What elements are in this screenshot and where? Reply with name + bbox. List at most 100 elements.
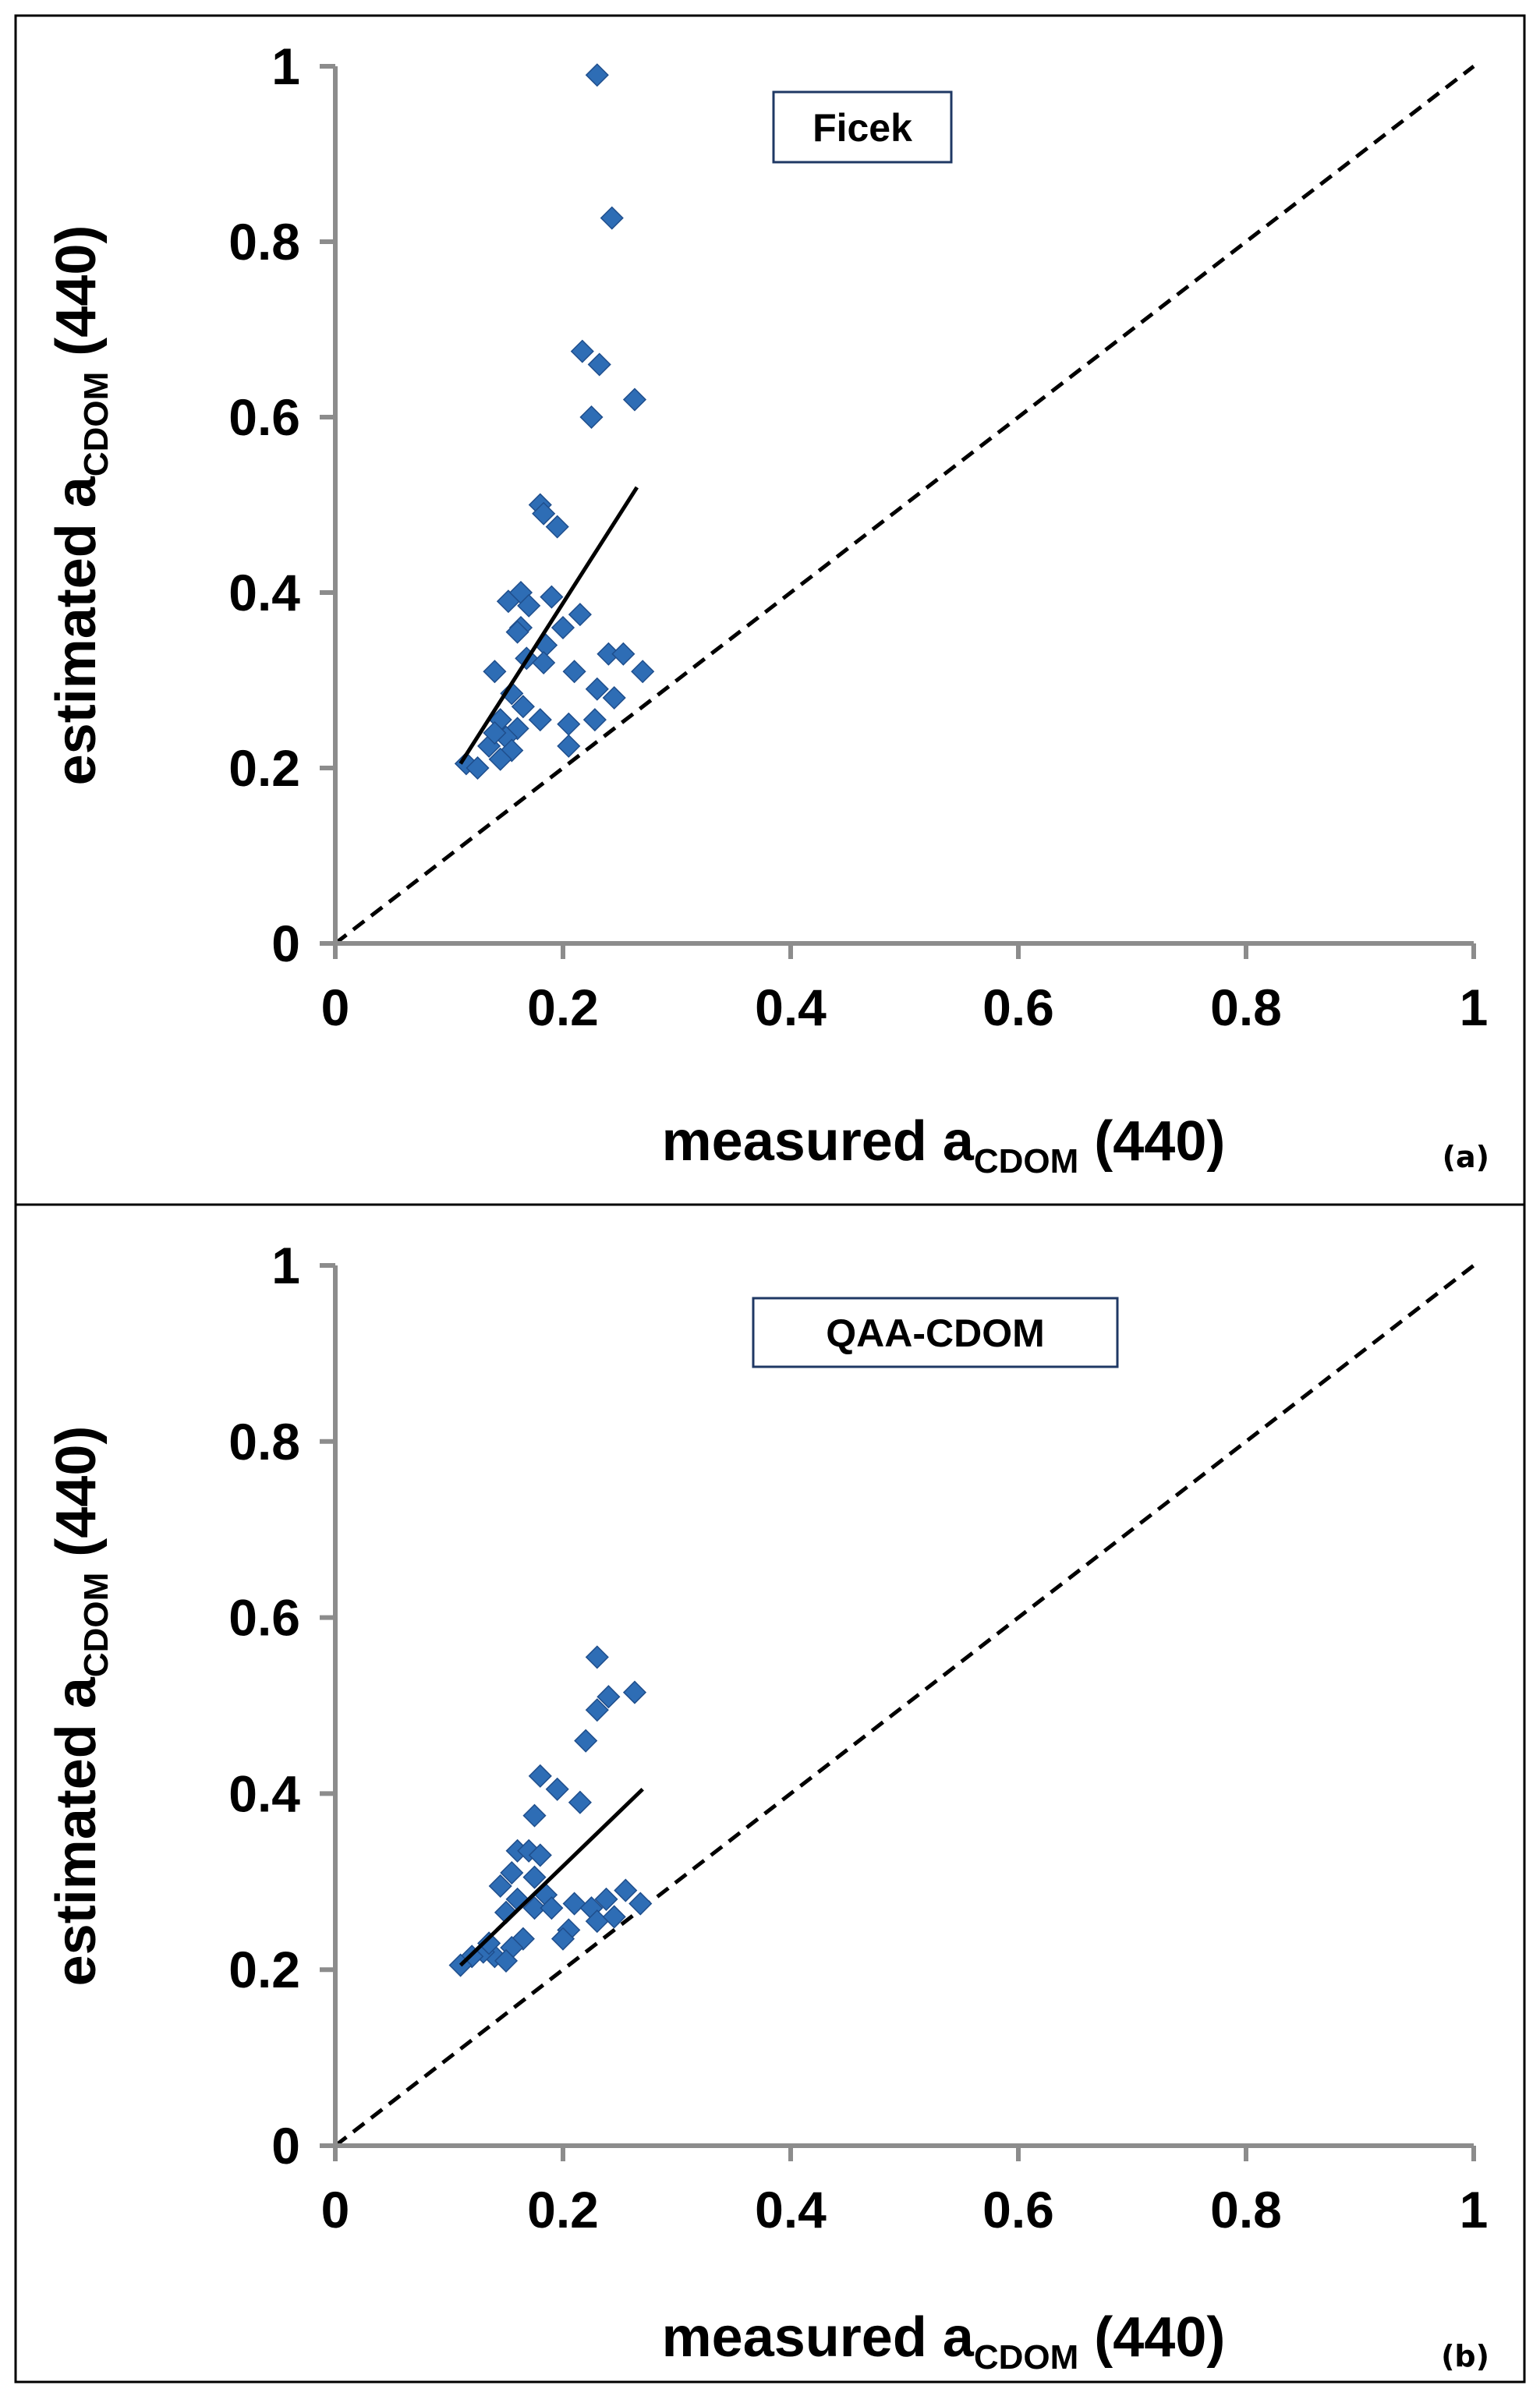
y-tick-label: 0.8	[228, 213, 300, 271]
y-tick-label: 0	[271, 2117, 300, 2175]
data-point	[477, 1931, 501, 1955]
x-tick-label: 0.6	[982, 2181, 1054, 2238]
y-axis-title: estimated aCDOM (440)	[45, 225, 115, 786]
y-tick-label: 0	[271, 915, 300, 972]
x-tick-label: 0.8	[1210, 979, 1282, 1036]
one-to-one-reference-line	[334, 65, 1475, 945]
data-point	[483, 720, 507, 745]
y-axis-title: estimated aCDOM (440)	[45, 1426, 115, 1987]
x-tick-label: 0.8	[1210, 2181, 1282, 2238]
data-point	[557, 734, 581, 758]
data-point	[551, 615, 575, 640]
data-point	[568, 1790, 592, 1814]
data-point	[631, 660, 655, 684]
x-tick-label: 0.4	[755, 979, 827, 1036]
y-axis-title-main: estimated a	[45, 1676, 108, 1986]
legend-label: Ficek	[812, 106, 912, 150]
legend-label: QAA-CDOM	[826, 1311, 1045, 1355]
data-point	[540, 585, 564, 609]
data-point	[528, 1764, 552, 1788]
data-point	[570, 339, 594, 363]
data-point	[562, 1892, 586, 1916]
x-axis-title-main: measured a	[662, 1110, 975, 1173]
x-tick-label: 0.2	[527, 979, 599, 1036]
data-point	[488, 747, 512, 771]
x-tick-label: 1	[1460, 979, 1489, 1036]
x-axis-title: measured aCDOM (440)	[662, 1110, 1226, 1180]
y-tick-label: 1	[271, 37, 300, 95]
x-axis-title-suffix: (440)	[1078, 2306, 1225, 2369]
data-point	[551, 1927, 575, 1951]
data-point	[585, 1698, 609, 1722]
data-point	[579, 405, 604, 430]
data-point	[574, 1729, 598, 1753]
x-axis-title-subscript: CDOM	[974, 2338, 1078, 2376]
x-axis-title-suffix: (440)	[1078, 1110, 1225, 1173]
regression-fit-line	[458, 1787, 644, 1967]
panel-border	[14, 1203, 1526, 2384]
data-point	[628, 1892, 653, 1916]
legend-box	[752, 1297, 1119, 1368]
legend-box	[772, 90, 953, 164]
data-point	[545, 1777, 569, 1801]
data-point	[517, 593, 541, 618]
data-point	[622, 388, 647, 412]
data-point	[483, 660, 507, 684]
data-point	[488, 1874, 512, 1899]
y-tick-label: 0.4	[228, 564, 300, 621]
data-point	[600, 206, 624, 230]
y-tick-label: 0.6	[228, 1589, 300, 1647]
data-point	[585, 677, 609, 701]
y-axis-title-subscript: CDOM	[77, 1573, 115, 1677]
y-tick-label: 0.4	[228, 1764, 300, 1822]
data-point	[494, 1948, 519, 1973]
x-tick-label: 0	[321, 2181, 350, 2238]
y-axis-title-suffix: (440)	[45, 1426, 108, 1573]
data-point	[528, 1843, 552, 1867]
y-axis-title-suffix: (440)	[45, 225, 108, 372]
x-tick-label: 0	[321, 979, 350, 1036]
y-tick-label: 0.2	[228, 739, 300, 797]
data-point	[587, 352, 611, 377]
x-axis-title-subscript: CDOM	[974, 1142, 1078, 1180]
x-axis-title: measured aCDOM (440)	[662, 2306, 1226, 2376]
x-tick-label: 0.2	[527, 2181, 599, 2238]
panel-letter: (b)	[1441, 2339, 1489, 2373]
x-tick-label: 0.6	[982, 979, 1054, 1036]
y-axis-title-main: estimated a	[45, 476, 108, 785]
y-tick-label: 0.8	[228, 1413, 300, 1470]
data-point	[511, 695, 535, 719]
data-point	[622, 1680, 647, 1704]
x-tick-label: 1	[1460, 2181, 1489, 2238]
y-tick-label: 1	[271, 1237, 300, 1294]
y-axis-title-subscript: CDOM	[77, 372, 115, 476]
panel-letter: (a)	[1443, 1140, 1489, 1174]
data-point	[500, 681, 524, 706]
data-point	[532, 501, 556, 526]
y-tick-label: 0.2	[228, 1941, 300, 1998]
data-point	[597, 1685, 621, 1709]
y-tick-label: 0.6	[228, 388, 300, 446]
data-point	[585, 1645, 609, 1669]
data-points	[448, 1645, 653, 1977]
data-point	[602, 1905, 626, 1929]
data-point	[532, 650, 556, 675]
data-point	[500, 1860, 524, 1885]
chart-panel-b: 0 0.2 0.4 0.6 0.8 1 0 0.2 0.4 0.6 0.8 1 QAA-CDOM meas…	[14, 1203, 1526, 2384]
one-to-one-reference-line	[334, 1264, 1475, 2147]
data-point	[582, 708, 607, 732]
x-axis-title-main: measured a	[662, 2306, 975, 2369]
data-point	[562, 660, 586, 684]
regression-fit-line	[458, 486, 639, 765]
data-point	[594, 1887, 618, 1911]
data-point	[602, 685, 626, 710]
data-point	[505, 620, 529, 644]
data-point	[522, 1896, 547, 1920]
data-point	[585, 63, 609, 87]
data-point	[528, 708, 552, 732]
data-point	[614, 1878, 638, 1902]
data-point	[540, 1896, 564, 1920]
data-point	[522, 1865, 547, 1889]
